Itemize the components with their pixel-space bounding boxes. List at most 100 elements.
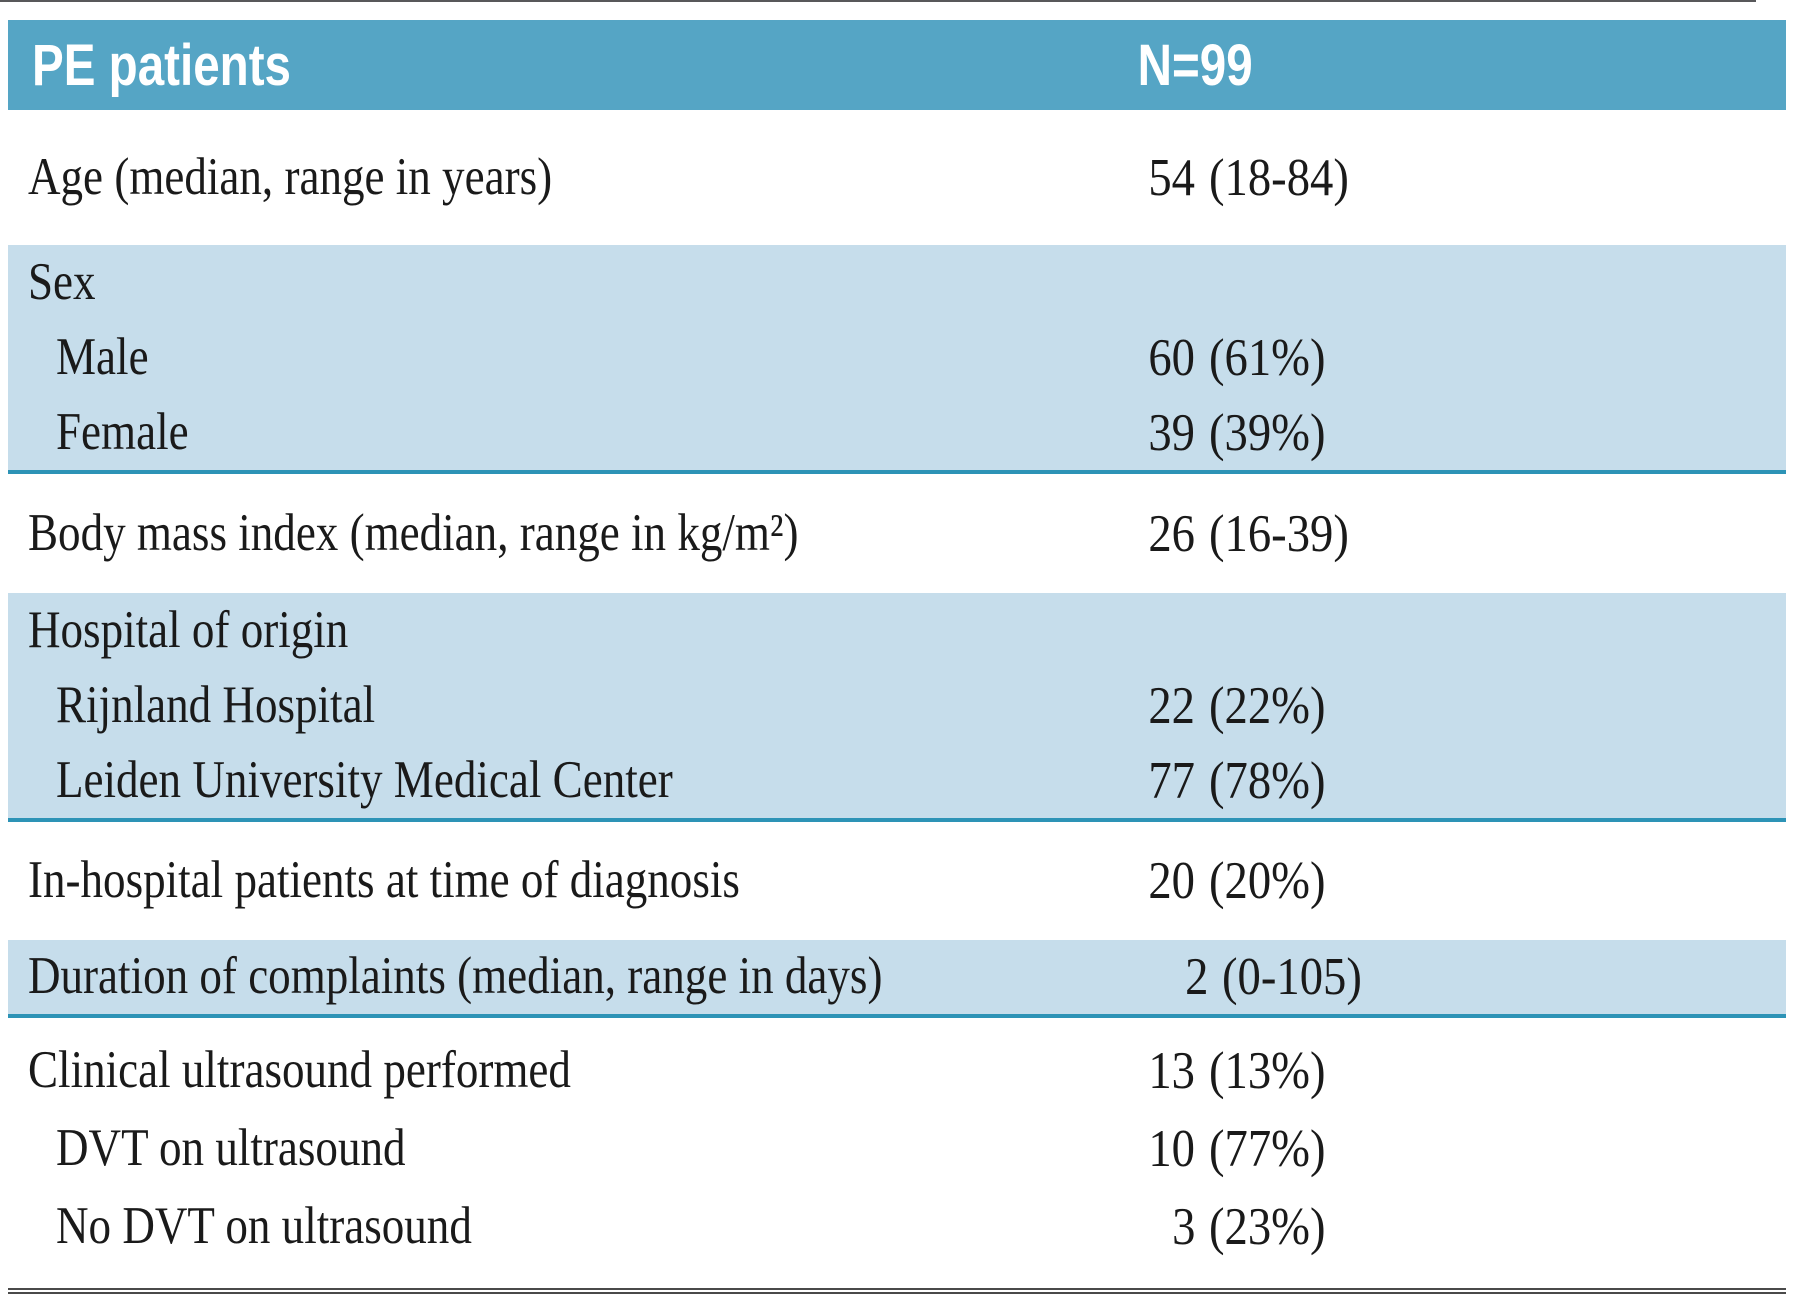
divider-line	[8, 470, 1786, 474]
row-value-count: 22	[1020, 676, 1195, 736]
row-value-detail: (0-105)	[1222, 947, 1381, 1007]
table-header-n-text: N=99	[1137, 32, 1253, 98]
table-header-title-text: PE patients	[32, 32, 292, 98]
table-header-title: PE patients	[8, 32, 1020, 99]
row-value-cell: 39 (39%)	[1020, 403, 1786, 463]
row-label-cell: Sex	[8, 252, 1020, 311]
row-label: Body mass index (median, range in kg/m²)	[28, 503, 799, 562]
row-label-cell: Female	[8, 404, 1020, 461]
row-value-cell: 22 (22%)	[1020, 676, 1786, 736]
bottom-rule	[8, 1288, 1786, 1294]
row-label-cell: In-hospital patients at time of diagnosi…	[8, 853, 1020, 909]
row-value-detail-text: (78%)	[1209, 751, 1326, 810]
row-value-count-text: 20	[1148, 852, 1195, 910]
row-label-cell: Age (median, range in years)	[8, 147, 1020, 206]
row-label: Duration of complaints (median, range in…	[28, 947, 883, 1006]
row-label-cell: Duration of complaints (median, range in…	[8, 949, 1033, 1005]
row-value-count-text: 22	[1148, 676, 1195, 735]
row-label: Age (median, range in years)	[28, 147, 553, 206]
row-value-detail-text: (77%)	[1209, 1120, 1326, 1178]
table-row: Sex	[8, 245, 1786, 320]
table-row: In-hospital patients at time of diagnosi…	[8, 822, 1786, 940]
hospital-block: Hospital of origin Rijnland Hospital 22 (22…	[8, 593, 1786, 818]
row-value-count-text: 39	[1148, 403, 1195, 462]
table-row: Body mass index (median, range in kg/m²)…	[8, 474, 1786, 593]
row-value-count: 60	[1020, 328, 1195, 388]
row-value-cell: 77 (78%)	[1020, 751, 1786, 811]
row-value-count: 54	[1020, 148, 1195, 208]
table-row: DVT on ultrasound 10 (77%)	[8, 1110, 1786, 1188]
top-rule	[0, 0, 1756, 2]
divider-line	[8, 818, 1786, 822]
row-value-count: 3	[1020, 1197, 1195, 1257]
row-value-cell: 10 (77%)	[1020, 1119, 1786, 1179]
row-value-count-text: 77	[1148, 751, 1195, 810]
row-value-detail-text: (20%)	[1209, 852, 1326, 910]
table-row: No DVT on ultrasound 3 (23%)	[8, 1188, 1786, 1266]
row-label: DVT on ultrasound	[56, 1119, 406, 1178]
sex-block: Sex Male 60 (61%) Female 39 (39%)	[8, 245, 1786, 470]
row-value-count: 26	[1020, 504, 1195, 564]
row-value-count-text: 2	[1184, 948, 1209, 1006]
row-value-count: 20	[1020, 851, 1195, 911]
duration-row: Duration of complaints (median, range in…	[8, 940, 1786, 1014]
table-row: Clinical ultrasound performed 13 (13%)	[8, 1032, 1786, 1110]
table-row: Age (median, range in years) 54 (18-84)	[8, 110, 1786, 245]
row-value-detail-text: (22%)	[1209, 676, 1326, 735]
row-label: Rijnland Hospital	[56, 675, 376, 734]
row-value-detail: (13%)	[1209, 1041, 1341, 1101]
patient-characteristics-table: PE patients N=99 Age (median, range in y…	[8, 20, 1786, 1294]
row-value-detail-text: (16-39)	[1209, 504, 1349, 563]
row-value-detail: (22%)	[1209, 676, 1341, 736]
row-value-count: 13	[1020, 1041, 1195, 1101]
row-value-count-text: 26	[1148, 504, 1195, 563]
row-value-detail: (20%)	[1209, 851, 1341, 911]
row-label: Leiden University Medical Center	[56, 750, 673, 809]
table-header-n: N=99	[1020, 32, 1370, 99]
row-label: Sex	[28, 252, 96, 311]
row-value-detail: (78%)	[1209, 751, 1341, 811]
row-label: Male	[56, 327, 149, 386]
row-value-count-text: 10	[1148, 1120, 1195, 1178]
table-header-value-cell: N=99	[1020, 32, 1786, 99]
row-value-detail: (18-84)	[1209, 148, 1368, 208]
row-value-detail-text: (39%)	[1209, 403, 1326, 462]
row-value-detail-text: (23%)	[1209, 1198, 1326, 1256]
inhospital-row: In-hospital patients at time of diagnosi…	[8, 822, 1786, 940]
row-value-count: 10	[1020, 1119, 1195, 1179]
table-row: Leiden University Medical Center 77 (78%)	[8, 743, 1786, 818]
row-value-detail-text: (18-84)	[1209, 148, 1349, 207]
row-value-detail: (61%)	[1209, 328, 1341, 388]
row-value-count-text: 54	[1148, 148, 1195, 207]
row-label: Clinical ultrasound performed	[28, 1041, 571, 1100]
row-label: No DVT on ultrasound	[56, 1197, 472, 1256]
ultrasound-block: Clinical ultrasound performed 13 (13%) DVT …	[8, 1018, 1786, 1288]
row-value-cell: 3 (23%)	[1020, 1197, 1786, 1257]
table-header-row: PE patients N=99	[8, 20, 1786, 110]
row-value-detail-text: (0-105)	[1222, 948, 1363, 1006]
row-value-cell: 13 (13%)	[1020, 1041, 1786, 1101]
row-label-cell: No DVT on ultrasound	[8, 1199, 1020, 1255]
row-label-cell: Hospital of origin	[8, 602, 1020, 659]
row-label: In-hospital patients at time of diagnosi…	[28, 851, 740, 910]
table-body: Age (median, range in years) 54 (18-84) Sex…	[8, 110, 1786, 1288]
row-label-cell: Rijnland Hospital	[8, 675, 1020, 734]
table-row: Female 39 (39%)	[8, 395, 1786, 470]
row-value-detail: (16-39)	[1209, 504, 1368, 564]
row-value-count-text: 60	[1148, 328, 1195, 387]
row-value-count: 2	[1033, 947, 1208, 1007]
row-value-count: 39	[1020, 403, 1195, 463]
row-value-detail: (77%)	[1209, 1119, 1341, 1179]
row-label-cell: DVT on ultrasound	[8, 1121, 1020, 1177]
table-row: Rijnland Hospital 22 (22%)	[8, 668, 1786, 743]
row-value-cell: 2 (0-105)	[1033, 947, 1786, 1007]
table-row: Male 60 (61%)	[8, 320, 1786, 395]
row-label-cell: Leiden University Medical Center	[8, 750, 1020, 809]
row-value-detail-text: (61%)	[1209, 328, 1326, 387]
table-row: Hospital of origin	[8, 593, 1786, 668]
row-value-detail-text: (13%)	[1209, 1042, 1326, 1100]
row-value-detail: (23%)	[1209, 1197, 1341, 1257]
divider-line	[8, 1014, 1786, 1018]
row-value-count-text: 13	[1148, 1042, 1195, 1100]
